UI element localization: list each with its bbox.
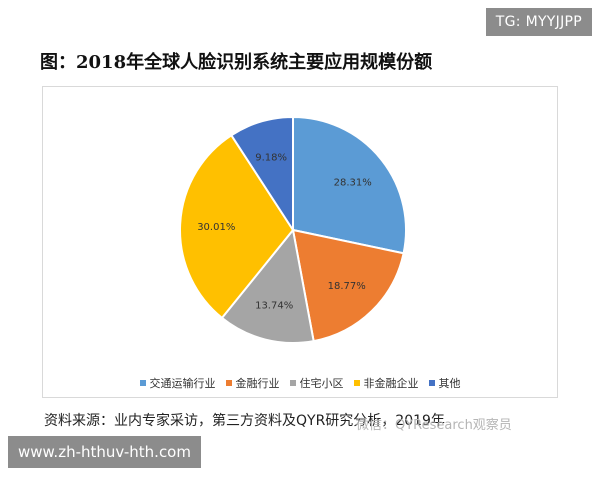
tg-badge: TG: MYYJJPP [485,8,592,36]
legend-item-4: 非金融企业 [353,375,419,391]
legend-swatch-3 [289,380,296,386]
legend-item-5: 其他 [428,375,461,391]
source-note: 资料来源：业内专家采访，第三方资料及QYR研究分析，2019年 [44,413,445,429]
slice-label-1: 28.31% [334,178,372,189]
url-banner: www.zh-hthuv-hth.com [8,436,201,468]
legend-item-3: 住宅小区 [289,375,344,391]
slice-label-4: 30.01% [197,222,235,233]
slice-label-2: 18.77% [328,281,366,292]
legend-item-2: 金融行业 [225,375,280,391]
legend-item-1: 交通运输行业 [139,375,216,391]
legend-label-5: 其他 [438,377,461,390]
pie-slice-1 [292,115,407,255]
legend-label-4: 非金融企业 [363,377,419,390]
legend-swatch-4 [353,380,360,386]
pie-slice-2 [291,228,405,343]
legend-label-2: 金融行业 [235,377,280,390]
pie-slice-5 [229,115,294,234]
slice-label-3: 13.74% [255,300,293,311]
slice-label-5: 9.18% [255,152,287,163]
legend-label-3: 住宅小区 [299,377,344,390]
legend-swatch-1 [139,380,146,386]
pie-slice-3 [220,227,315,344]
chart-legend: 交通运输行业 金融行业 住宅小区 非金融企业 其他 [43,375,557,391]
chart-frame: 28.31% 18.77% 13.74% 30.01% 9.18% 交通运输行业 金融行业… [42,86,558,398]
legend-swatch-5 [428,380,435,386]
page-title: 图：2018年全球人脸识别系统主要应用规模份额 [40,52,433,73]
pie-slice-4 [179,133,295,320]
pie-chart: 28.31% 18.77% 13.74% 30.01% 9.18% [179,115,407,344]
wechat-watermark: 微信：QYResearch观察员 [356,418,512,433]
legend-swatch-2 [225,380,232,386]
legend-label-1: 交通运输行业 [149,377,216,390]
